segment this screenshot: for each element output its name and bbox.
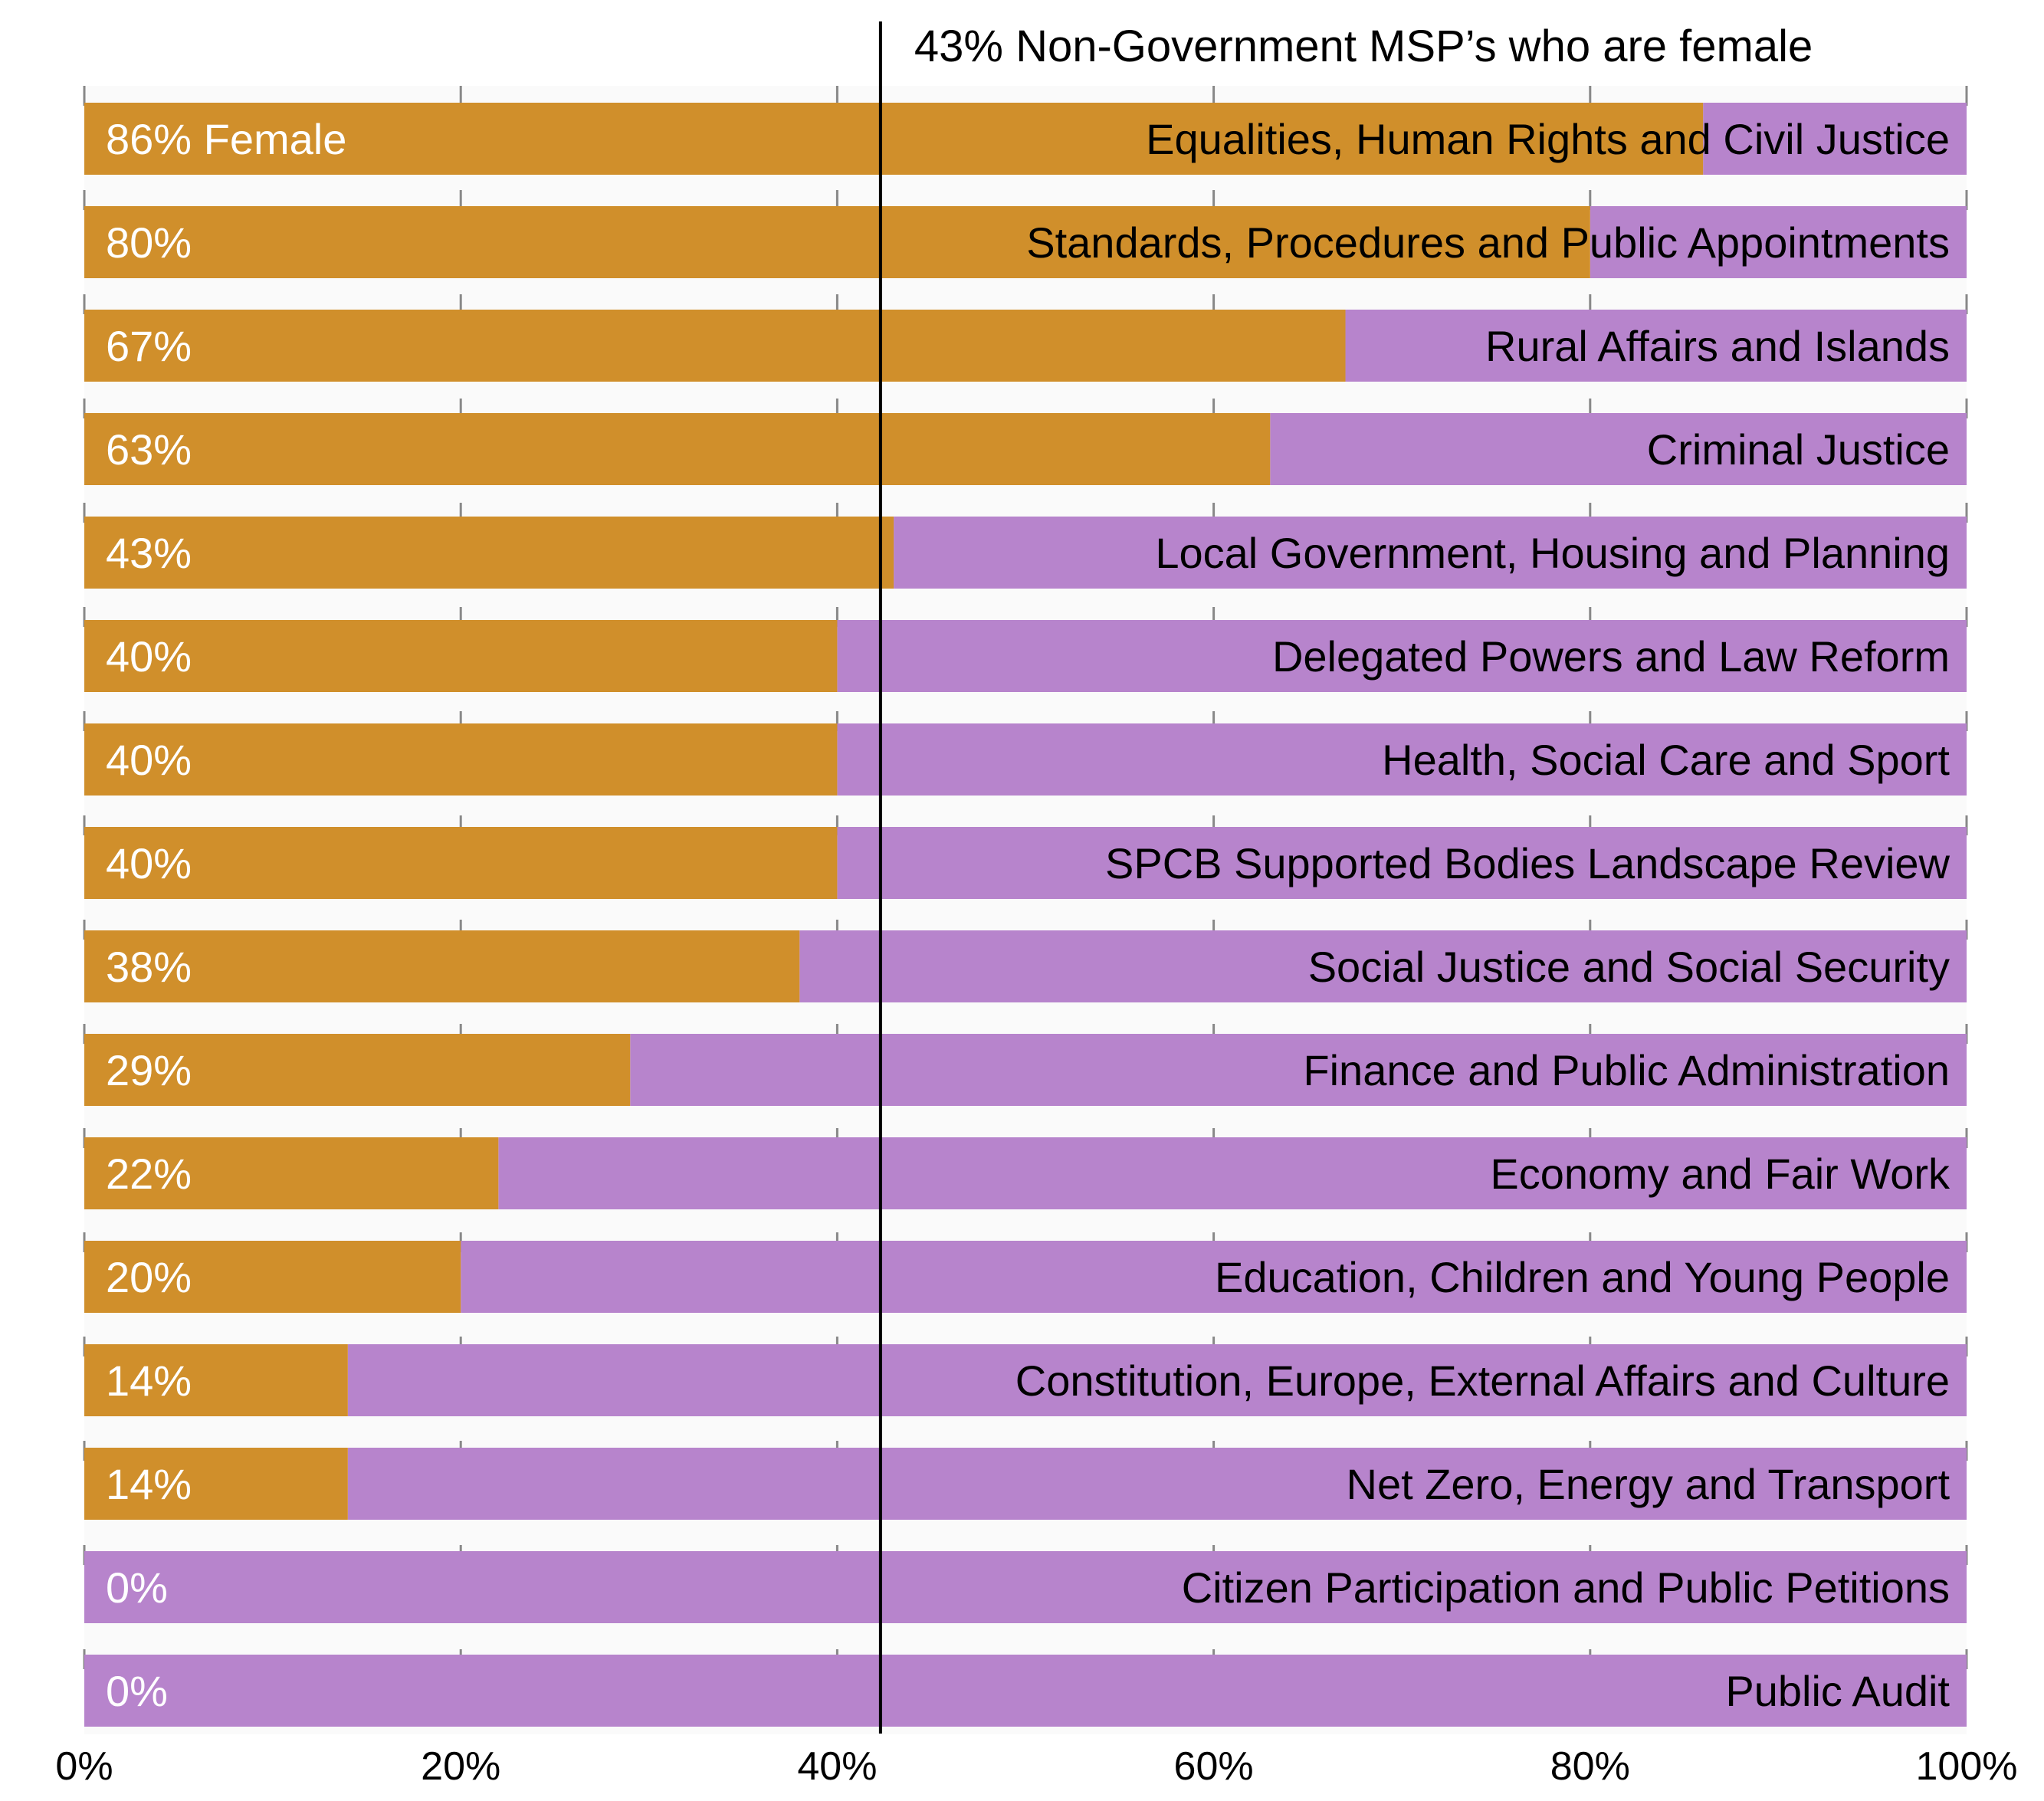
category-label: Citizen Participation and Public Petitio… — [1182, 1563, 1950, 1612]
data-label: 14% — [106, 1460, 192, 1508]
data-label: 0% — [106, 1667, 168, 1715]
data-label: 0% — [106, 1563, 168, 1612]
category-label: Health, Social Care and Sport — [1382, 736, 1950, 784]
bar-remainder — [894, 517, 1967, 589]
data-label: 86% Female — [106, 115, 346, 163]
bar-female — [84, 1137, 499, 1209]
data-label: 63% — [106, 425, 192, 474]
bar-remainder — [461, 1241, 1967, 1313]
bar-female — [84, 1448, 348, 1520]
bar-remainder — [1345, 310, 1967, 382]
category-label: Finance and Public Administration — [1303, 1046, 1950, 1094]
category-label: Net Zero, Energy and Transport — [1347, 1460, 1950, 1508]
data-label: 40% — [106, 736, 192, 784]
bar-female — [84, 1344, 348, 1416]
reference-line-group: 43% Non-Government MSP’s who are female — [878, 21, 1813, 1734]
bar-remainder — [1703, 103, 1967, 175]
bar-labels: 86% Female Equalities, Human Rights and C… — [106, 115, 1950, 1715]
bar-remainder — [84, 1655, 1967, 1727]
bar-remainder — [799, 930, 1967, 1002]
category-label: Education, Children and Young People — [1215, 1253, 1950, 1301]
category-label: Social Justice and Social Security — [1308, 943, 1950, 991]
bar-female — [84, 413, 1271, 485]
bar-female — [84, 517, 894, 589]
category-label: Equalities, Human Rights and Civil Justi… — [1146, 115, 1950, 163]
x-tick-label: 0% — [55, 1744, 113, 1789]
x-axis: 0% 20% 40% 60% 80% 100% — [55, 1744, 2017, 1789]
bar-remainder — [84, 1551, 1967, 1623]
x-tick-label: 60% — [1174, 1744, 1254, 1789]
bar-female — [84, 930, 800, 1002]
data-label: 67% — [106, 322, 192, 370]
category-label: Constitution, Europe, External Affairs a… — [1015, 1356, 1950, 1405]
bar-remainder — [630, 1034, 1967, 1106]
data-label: 38% — [106, 943, 192, 991]
data-label: 14% — [106, 1356, 192, 1405]
bar-remainder — [1270, 413, 1967, 485]
data-label: 43% — [106, 529, 192, 577]
bar-remainder — [837, 723, 1967, 796]
category-label: Criminal Justice — [1647, 425, 1950, 474]
category-label: Standards, Procedures and Public Appoint… — [1026, 218, 1950, 267]
data-label: 80% — [106, 218, 192, 267]
bar-remainder — [347, 1344, 1967, 1416]
data-label: 22% — [106, 1150, 192, 1198]
bar-female — [84, 1034, 631, 1106]
x-tick-label: 80% — [1550, 1744, 1630, 1789]
data-label: 29% — [106, 1046, 192, 1094]
category-label: Delegated Powers and Law Reform — [1272, 632, 1950, 681]
x-tick-label: 40% — [797, 1744, 877, 1789]
bar-female — [84, 620, 838, 692]
x-tick-label: 20% — [421, 1744, 500, 1789]
bar-remainder — [498, 1137, 1967, 1209]
bar-remainder — [1590, 206, 1967, 278]
bar-remainder — [347, 1448, 1967, 1520]
bar-remainder — [837, 827, 1967, 899]
category-label: Public Audit — [1725, 1667, 1950, 1715]
data-label: 40% — [106, 632, 192, 681]
category-label: Local Government, Housing and Planning — [1155, 529, 1950, 577]
bar-female — [84, 103, 1704, 175]
x-tick-label: 100% — [1916, 1744, 2018, 1789]
data-label: 40% — [106, 839, 192, 887]
bar-female — [84, 206, 1590, 278]
category-label: SPCB Supported Bodies Landscape Review — [1105, 839, 1950, 887]
bars — [84, 103, 1967, 1727]
bar-female — [84, 1241, 461, 1313]
category-label: Economy and Fair Work — [1490, 1150, 1950, 1198]
reference-line-label: 43% Non-Government MSP’s who are female — [914, 21, 1813, 71]
bar-remainder — [837, 620, 1967, 692]
bar-female — [84, 310, 1346, 382]
bar-female — [84, 723, 838, 796]
bar-female — [84, 827, 838, 899]
category-label: Rural Affairs and Islands — [1485, 322, 1950, 370]
data-label: 20% — [106, 1253, 192, 1301]
